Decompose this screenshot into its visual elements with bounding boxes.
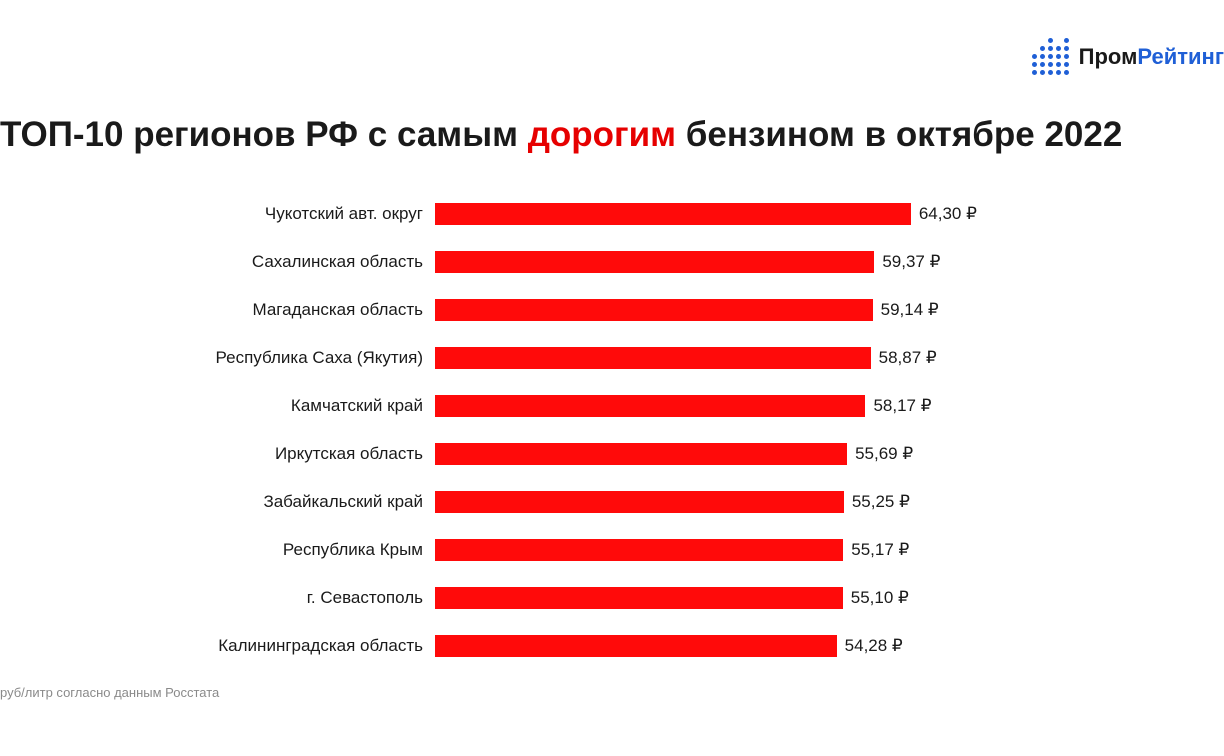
- bar: [435, 251, 874, 273]
- bar: [435, 635, 837, 657]
- footnote: руб/литр согласно данным Росстата: [0, 685, 219, 700]
- title-part1: ТОП-10 регионов РФ с самым: [0, 115, 528, 154]
- chart-row: Забайкальский край 55,25 ₽: [0, 478, 1000, 526]
- bar-wrap: 59,37 ₽: [435, 251, 940, 273]
- bar-wrap: 55,17 ₽: [435, 539, 909, 561]
- chart-row: Чукотский авт. округ 64,30 ₽: [0, 190, 1000, 238]
- row-label: Камчатский край: [0, 396, 435, 416]
- logo-text-part2: Рейтинг: [1137, 44, 1224, 69]
- brand-logo-text: ПромРейтинг: [1079, 44, 1224, 70]
- row-value: 58,87 ₽: [871, 348, 937, 368]
- bar-wrap: 59,14 ₽: [435, 299, 939, 321]
- row-value: 55,17 ₽: [843, 540, 909, 560]
- bar-wrap: 58,17 ₽: [435, 395, 932, 417]
- bar-chart: Чукотский авт. округ 64,30 ₽ Сахалинская о…: [0, 190, 1000, 670]
- bar-wrap: 58,87 ₽: [435, 347, 937, 369]
- row-value: 59,14 ₽: [873, 300, 939, 320]
- bar: [435, 203, 911, 225]
- bar-wrap: 64,30 ₽: [435, 203, 977, 225]
- chart-row: Сахалинская область 59,37 ₽: [0, 238, 1000, 286]
- chart-row: Республика Крым 55,17 ₽: [0, 526, 1000, 574]
- row-value: 55,10 ₽: [843, 588, 909, 608]
- row-label: Забайкальский край: [0, 492, 435, 512]
- bar-wrap: 55,10 ₽: [435, 587, 909, 609]
- row-value: 55,25 ₽: [844, 492, 910, 512]
- row-label: Чукотский авт. округ: [0, 204, 435, 224]
- chart-row: Магаданская область 59,14 ₽: [0, 286, 1000, 334]
- chart-row: г. Севастополь 55,10 ₽: [0, 574, 1000, 622]
- row-value: 54,28 ₽: [837, 636, 903, 656]
- bar: [435, 395, 865, 417]
- row-value: 64,30 ₽: [911, 204, 977, 224]
- bar: [435, 587, 843, 609]
- bar: [435, 539, 843, 561]
- title-highlight: дорогим: [528, 115, 676, 154]
- chart-title: ТОП-10 регионов РФ с самым дорогим бензи…: [0, 115, 1122, 155]
- bar-wrap: 54,28 ₽: [435, 635, 903, 657]
- chart-row: Калининградская область 54,28 ₽: [0, 622, 1000, 670]
- chart-row: Камчатский край 58,17 ₽: [0, 382, 1000, 430]
- chart-row: Иркутская область 55,69 ₽: [0, 430, 1000, 478]
- brand-logo: ПромРейтинг: [1032, 38, 1224, 75]
- row-value: 58,17 ₽: [865, 396, 931, 416]
- row-label: г. Севастополь: [0, 588, 435, 608]
- row-label: Республика Саха (Якутия): [0, 348, 435, 368]
- bar: [435, 443, 847, 465]
- row-label: Сахалинская область: [0, 252, 435, 272]
- row-value: 55,69 ₽: [847, 444, 913, 464]
- row-label: Калининградская область: [0, 636, 435, 656]
- row-label: Магаданская область: [0, 300, 435, 320]
- logo-text-part1: Пром: [1079, 44, 1138, 69]
- bar-wrap: 55,69 ₽: [435, 443, 913, 465]
- row-label: Иркутская область: [0, 444, 435, 464]
- bar: [435, 347, 871, 369]
- chart-row: Республика Саха (Якутия) 58,87 ₽: [0, 334, 1000, 382]
- bar: [435, 491, 844, 513]
- brand-logo-icon: [1032, 38, 1069, 75]
- row-label: Республика Крым: [0, 540, 435, 560]
- row-value: 59,37 ₽: [874, 252, 940, 272]
- bar-wrap: 55,25 ₽: [435, 491, 910, 513]
- title-part2: бензином в октябре 2022: [676, 115, 1122, 154]
- bar: [435, 299, 873, 321]
